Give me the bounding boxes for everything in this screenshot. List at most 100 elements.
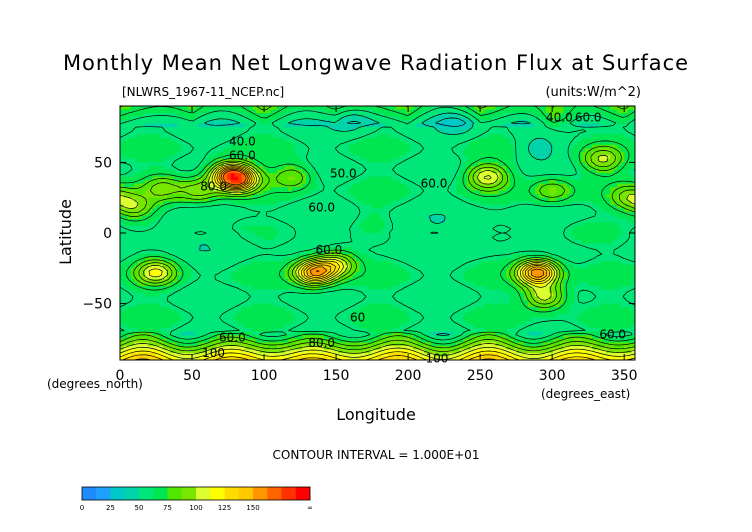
heatmap-cell [141, 204, 146, 209]
heatmap-cell [470, 187, 475, 192]
heatmap-cell [452, 204, 457, 209]
heatmap-cell [155, 180, 160, 185]
heatmap-cell [195, 113, 200, 117]
heatmap-cell [602, 169, 607, 174]
heatmap-cell [159, 162, 164, 167]
heatmap-cell [198, 151, 203, 156]
heatmap-cell [159, 194, 164, 199]
heatmap-cell [556, 130, 561, 135]
heatmap-cell [488, 109, 493, 114]
heatmap-cell [413, 109, 418, 114]
heatmap-cell [137, 183, 142, 188]
heatmap-cell [602, 201, 607, 206]
heatmap-cell [449, 134, 454, 139]
heatmap-cell [574, 144, 579, 149]
heatmap-cell [599, 190, 604, 195]
heatmap-cell [295, 144, 300, 149]
heatmap-cell [617, 180, 622, 185]
heatmap-cell [413, 215, 418, 220]
heatmap-cell [502, 141, 507, 146]
heatmap-cell [391, 176, 396, 181]
heatmap-cell [413, 123, 418, 128]
heatmap-cell [202, 148, 207, 153]
heatmap-cell [466, 169, 471, 174]
heatmap-cell [359, 155, 364, 160]
heatmap-cell [627, 148, 632, 153]
heatmap-cell [373, 173, 378, 177]
heatmap-cell [524, 165, 529, 170]
heatmap-cell [187, 208, 192, 213]
heatmap-cell [334, 218, 339, 223]
heatmap-cell [409, 215, 414, 220]
heatmap-cell [581, 204, 586, 209]
heatmap-cell [359, 141, 364, 146]
heatmap-cell [463, 141, 468, 146]
heatmap-cell [227, 120, 232, 125]
heatmap-cell [230, 155, 235, 160]
heatmap-cell [477, 190, 482, 195]
heatmap-cell [145, 141, 150, 146]
heatmap-cell [291, 144, 296, 149]
heatmap-cell [406, 197, 411, 202]
heatmap-cell [449, 113, 454, 117]
heatmap-cell [445, 222, 450, 227]
heatmap-cell [381, 134, 386, 139]
heatmap-cell [420, 218, 425, 223]
heatmap-cell [180, 176, 185, 181]
heatmap-cell [384, 158, 389, 163]
heatmap-cell [338, 162, 343, 167]
heatmap-cell [195, 127, 200, 132]
heatmap-cell [602, 155, 607, 160]
heatmap-cell [552, 123, 557, 128]
heatmap-cell [223, 151, 228, 156]
heatmap-cell [606, 169, 611, 174]
heatmap-cell [270, 173, 275, 177]
heatmap-cell [488, 187, 493, 192]
heatmap-cell [173, 144, 178, 149]
heatmap-cell [524, 155, 529, 160]
heatmap-cell [620, 215, 625, 220]
heatmap-cell [145, 194, 150, 199]
heatmap-cell [366, 187, 371, 192]
heatmap-cell [263, 158, 268, 163]
heatmap-cell [524, 204, 529, 209]
heatmap-cell [331, 109, 335, 114]
heatmap-cell [230, 130, 235, 135]
heatmap-cell [570, 194, 575, 199]
heatmap-cell [606, 162, 611, 167]
heatmap-cell [391, 130, 396, 135]
heatmap-cell [531, 165, 536, 170]
heatmap-cell [298, 190, 303, 195]
heatmap-cell [431, 165, 436, 170]
heatmap-cell [484, 155, 489, 160]
heatmap-cell [506, 215, 511, 220]
heatmap-cell [288, 187, 293, 192]
heatmap-cell [220, 194, 225, 199]
heatmap-cell [409, 141, 414, 146]
heatmap-cell [141, 165, 146, 170]
heatmap-cell [377, 106, 382, 110]
heatmap-cell [352, 169, 357, 174]
heatmap-cell [416, 148, 421, 153]
heatmap-cell [602, 190, 607, 195]
heatmap-cell [284, 144, 289, 149]
heatmap-cell [248, 201, 253, 206]
heatmap-cell [313, 211, 318, 216]
heatmap-cell [545, 201, 550, 206]
heatmap-cell [520, 130, 525, 135]
heatmap-cell [298, 225, 303, 230]
heatmap-cell [352, 151, 357, 156]
heatmap-cell [280, 194, 285, 199]
heatmap-cell [441, 151, 446, 156]
heatmap-cell [549, 165, 554, 170]
heatmap-cell [542, 127, 546, 132]
heatmap-cell [599, 162, 604, 167]
heatmap-cell [145, 215, 150, 220]
heatmap-cell [617, 155, 622, 160]
heatmap-cell [341, 225, 346, 230]
heatmap-cell [305, 208, 310, 213]
heatmap-cell [552, 141, 557, 146]
heatmap-cell [345, 113, 350, 117]
heatmap-cell [273, 180, 278, 185]
heatmap-cell [499, 208, 504, 213]
